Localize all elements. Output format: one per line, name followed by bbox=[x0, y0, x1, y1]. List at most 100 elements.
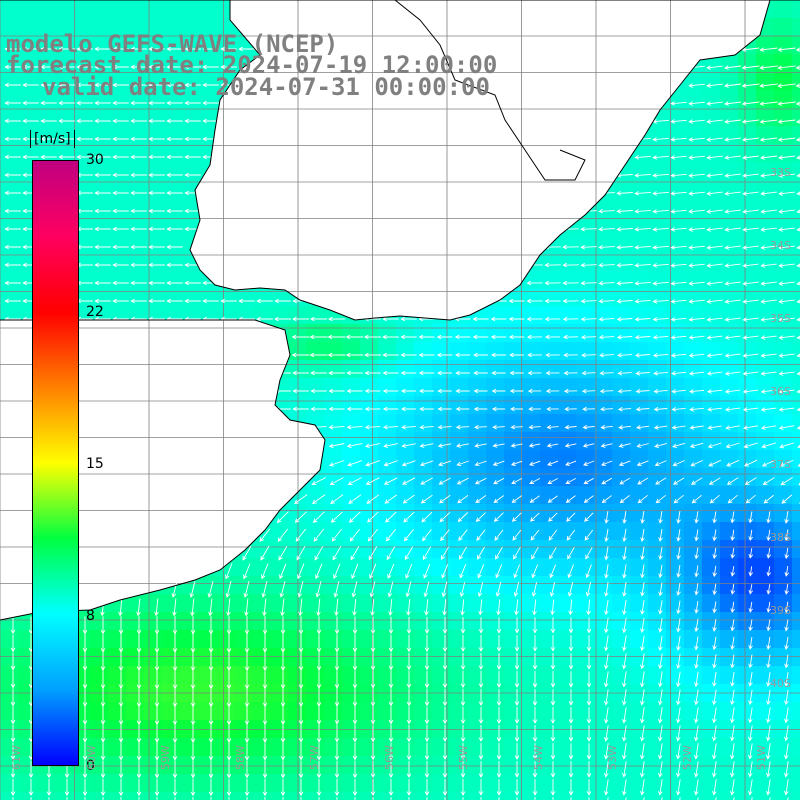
longitude-label: 57W bbox=[308, 745, 321, 770]
wind-speed-cell bbox=[0, 18, 19, 37]
wind-speed-cell bbox=[468, 540, 487, 559]
wind-arrow bbox=[550, 707, 556, 724]
wind-arrow bbox=[778, 227, 795, 232]
wind-speed-cell bbox=[126, 252, 145, 271]
wind-arrow bbox=[689, 425, 704, 430]
wind-arrow bbox=[436, 352, 453, 358]
wind-speed-cell bbox=[198, 594, 217, 613]
wind-speed-cell bbox=[198, 756, 217, 775]
wind-speed-cell bbox=[684, 666, 703, 685]
wind-speed-cell bbox=[594, 702, 613, 721]
wind-arrow bbox=[527, 370, 542, 376]
wind-arrow bbox=[531, 581, 538, 598]
wind-arrow bbox=[4, 208, 21, 214]
wind-speed-cell bbox=[306, 342, 325, 361]
wind-arrow bbox=[547, 478, 559, 485]
wind-arrow bbox=[726, 477, 739, 485]
wind-speed-cell bbox=[666, 108, 685, 127]
wind-speed-cell bbox=[648, 450, 667, 469]
wind-speed-cell bbox=[342, 324, 361, 343]
wind-speed-cell bbox=[522, 594, 541, 613]
wind-speed-cell bbox=[540, 756, 559, 775]
wind-speed-cell bbox=[684, 108, 703, 127]
wind-arrow bbox=[706, 389, 723, 394]
wind-speed-cell bbox=[720, 342, 739, 361]
wind-arrow bbox=[388, 616, 394, 635]
wind-arrow bbox=[296, 545, 306, 561]
wind-arrow bbox=[640, 653, 645, 670]
wind-arrow bbox=[585, 547, 593, 560]
wind-speed-cell bbox=[450, 468, 469, 487]
wind-speed-cell bbox=[558, 594, 577, 613]
wind-arrow bbox=[634, 281, 651, 286]
wind-speed-cell bbox=[72, 18, 91, 37]
wind-speed-cell bbox=[648, 666, 667, 685]
wind-speed-cell bbox=[270, 702, 289, 721]
wind-arrow bbox=[658, 600, 663, 615]
wind-speed-cell bbox=[396, 414, 415, 433]
wind-arrow bbox=[636, 443, 649, 448]
wind-arrow bbox=[748, 548, 754, 559]
wind-arrow bbox=[747, 761, 753, 778]
wind-arrow bbox=[309, 352, 328, 358]
colorbar-tick-label: 22 bbox=[86, 304, 104, 320]
wind-speed-cell bbox=[486, 774, 505, 793]
wind-arrow bbox=[244, 742, 250, 761]
wind-speed-cell bbox=[792, 0, 800, 19]
wind-arrow bbox=[406, 742, 412, 761]
wind-arrow bbox=[616, 263, 633, 268]
wind-speed-cell bbox=[432, 594, 451, 613]
wind-arrow bbox=[208, 742, 214, 761]
wind-speed-cell bbox=[18, 756, 37, 775]
wind-speed-cell bbox=[432, 360, 451, 379]
wind-arrow bbox=[565, 460, 577, 466]
wind-arrow bbox=[598, 190, 615, 196]
wind-arrow bbox=[298, 778, 304, 797]
wind-arrow bbox=[148, 262, 165, 268]
wind-speed-cell bbox=[630, 648, 649, 667]
wind-speed-cell bbox=[612, 774, 631, 793]
wind-speed-cell bbox=[72, 0, 91, 19]
wind-arrow bbox=[741, 65, 760, 70]
wind-speed-cell bbox=[540, 288, 559, 307]
wind-arrow bbox=[691, 494, 702, 504]
wind-arrow bbox=[564, 406, 577, 412]
wind-arrow bbox=[748, 584, 754, 595]
wind-arrow bbox=[670, 209, 687, 214]
wind-arrow bbox=[706, 119, 723, 124]
wind-speed-cell bbox=[450, 630, 469, 649]
wind-speed-cell bbox=[324, 648, 343, 667]
wind-arrow bbox=[712, 511, 717, 524]
wind-arrow bbox=[617, 370, 632, 376]
wind-speed-cell bbox=[792, 36, 800, 55]
wind-arrow bbox=[419, 443, 434, 448]
wind-speed-cell bbox=[594, 756, 613, 775]
wind-speed-cell bbox=[180, 774, 199, 793]
wind-arrow bbox=[706, 371, 723, 376]
wind-speed-cell bbox=[432, 702, 451, 721]
wind-arrow bbox=[688, 119, 705, 124]
wind-speed-cell bbox=[612, 432, 631, 451]
wind-speed-cell bbox=[540, 450, 559, 469]
wind-speed-cell bbox=[522, 414, 541, 433]
wind-arrow bbox=[621, 707, 627, 724]
wind-speed-cell bbox=[504, 342, 523, 361]
wind-speed-cell bbox=[18, 126, 37, 145]
wind-arrow bbox=[564, 443, 577, 448]
wind-arrow bbox=[657, 707, 663, 724]
wind-speed-cell bbox=[18, 666, 37, 685]
wind-arrow bbox=[401, 406, 416, 412]
wind-speed-cell bbox=[720, 432, 739, 451]
wind-arrow bbox=[442, 724, 448, 743]
wind-speed-cell bbox=[0, 648, 19, 667]
wind-arrow bbox=[298, 760, 304, 779]
wind-arrow bbox=[622, 510, 627, 524]
wind-arrow bbox=[760, 209, 777, 214]
wind-arrow bbox=[94, 208, 111, 214]
wind-arrow bbox=[496, 670, 502, 689]
wind-arrow bbox=[549, 581, 556, 597]
wind-speed-cell bbox=[738, 162, 757, 181]
wind-arrow bbox=[148, 280, 165, 286]
wind-arrow bbox=[550, 779, 556, 796]
wind-arrow bbox=[370, 652, 376, 671]
